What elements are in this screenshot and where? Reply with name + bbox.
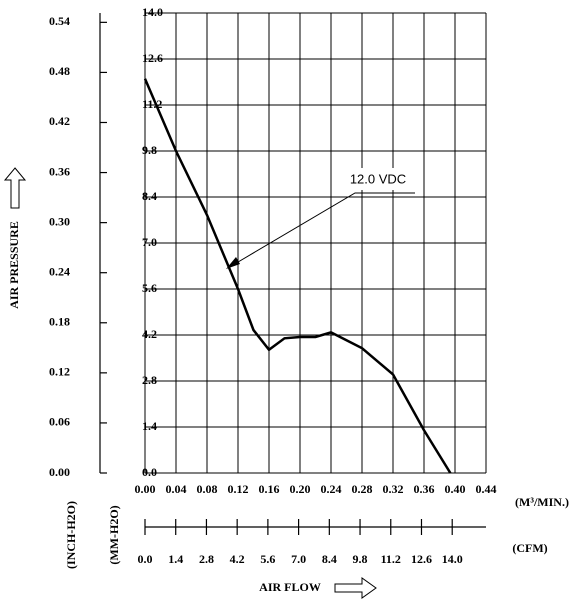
y-tick-label: 4.2 [142,327,157,341]
x2-tick-label: 2.8 [199,552,214,566]
y-unit: (MM-H2O) [107,505,121,564]
y-tick-label: 1.4 [142,419,157,433]
y2-tick-label: 0.12 [49,365,70,379]
x-tick-label: 0.24 [321,482,342,496]
y-tick-label: 14.0 [142,5,163,19]
x-tick-label: 0.28 [352,482,373,496]
y2-tick-label: 0.30 [49,214,70,228]
x-axis-title: AIR FLOW [259,580,321,594]
y2-tick-label: 0.24 [49,264,70,278]
series-annotation: 12.0 VDC [350,171,406,186]
y2-tick-label: 0.36 [49,164,70,178]
x-tick-label: 0.08 [197,482,218,496]
x-tick-label: 0.00 [135,482,156,496]
y2-tick-label: 0.18 [49,315,70,329]
y-tick-label: 7.0 [142,235,157,249]
x2-tick-label: 11.2 [381,552,401,566]
y2-tick-label: 0.48 [49,64,70,78]
annotation-arrowhead [226,257,240,269]
x2-tick-label: 7.0 [291,552,306,566]
x-tick-label: 0.40 [445,482,466,496]
y-tick-label: 12.6 [142,51,163,65]
x-tick-label: 0.44 [476,482,497,496]
y-tick-label: 5.6 [142,281,157,295]
x2-tick-label: 12.6 [411,552,432,566]
right-arrow [334,577,377,599]
x2-tick-label: 5.6 [260,552,275,566]
x-tick-label: 0.20 [290,482,311,496]
x-tick-label: 0.36 [414,482,435,496]
y2-tick-label: 0.00 [49,465,70,479]
label-bg [336,168,420,190]
y2-tick-label: 0.54 [49,14,70,28]
x-unit: (M³/MIN.) [515,495,569,509]
x-tick-label: 0.32 [383,482,404,496]
x-tick-label: 0.16 [259,482,280,496]
y2-unit: (INCH-H2O) [64,501,78,569]
y-tick-label: 0.0 [142,465,157,479]
x2-tick-label: 4.2 [230,552,245,566]
y2-tick-label: 0.06 [49,415,70,429]
x-tick-label: 0.04 [166,482,187,496]
y-tick-label: 11.2 [142,97,162,111]
y-tick-label: 9.8 [142,143,157,157]
x2-tick-label: 8.4 [322,552,337,566]
up-arrow [3,167,27,209]
x-tick-label: 0.12 [228,482,249,496]
y-tick-label: 2.8 [142,373,157,387]
series-line [143,78,452,474]
x2-tick-label: 0.0 [138,552,153,566]
x2-tick-label: 9.8 [353,552,368,566]
x2-tick-label: 1.4 [168,552,183,566]
y2-tick-label: 0.42 [49,114,70,128]
y-tick-label: 8.4 [142,189,157,203]
x2-tick-label: 14.0 [442,552,463,566]
annotation-leader [232,192,415,266]
x2-unit: (CFM) [512,541,547,555]
y-axis-title: AIR PRESSURE [7,221,21,309]
